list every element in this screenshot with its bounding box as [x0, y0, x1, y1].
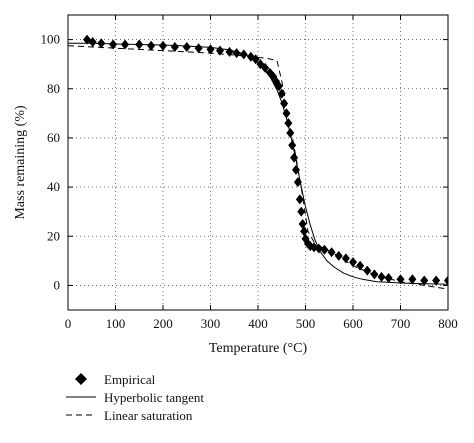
empirical-point [292, 164, 300, 175]
empirical-point [280, 98, 289, 109]
legend-empirical-marker [75, 373, 87, 385]
empirical-point [88, 37, 97, 48]
empirical-point [370, 269, 379, 280]
empirical-point [251, 54, 260, 65]
y-tick-label: 80 [47, 81, 60, 96]
x-tick-label: 100 [106, 316, 126, 331]
empirical-point [159, 40, 167, 51]
empirical-point [135, 39, 144, 50]
empirical-point [297, 206, 306, 217]
x-tick-label: 500 [296, 316, 316, 331]
empirical-point [363, 265, 372, 276]
grid [68, 15, 448, 310]
empirical-point [261, 62, 270, 73]
empirical-point [320, 244, 329, 255]
empirical-point [300, 226, 309, 237]
empirical-point [170, 41, 179, 52]
y-tick-label: 0 [54, 277, 61, 292]
empirical-point [282, 108, 291, 119]
empirical-point [290, 152, 299, 163]
series-line-2 [68, 45, 448, 290]
x-tick-label: 200 [153, 316, 173, 331]
ticks: 0 100 200 300 400 500 600 700 800 0 20 40 60 80 100 [41, 15, 458, 331]
empirical-point [444, 275, 448, 286]
empirical-point [327, 247, 336, 258]
empirical-point [147, 40, 156, 51]
legend-empirical-label: Empirical [104, 372, 156, 387]
series-layer [68, 34, 448, 290]
legend-item-linear-saturation: Linear saturation [66, 408, 193, 423]
empirical-point [286, 128, 295, 138]
empirical-point [420, 275, 429, 286]
x-tick-label: 400 [248, 316, 268, 331]
empirical-point [288, 140, 297, 151]
empirical-point [274, 81, 283, 92]
empirical-point [121, 39, 129, 50]
empirical-point [284, 118, 293, 129]
empirical-point [356, 260, 365, 271]
empirical-point [206, 44, 215, 55]
empirical-point [239, 49, 248, 60]
y-tick-label: 60 [47, 130, 60, 145]
y-tick-label: 40 [47, 179, 60, 194]
empirical-point [334, 250, 343, 261]
x-tick-label: 700 [391, 316, 411, 331]
y-tick-label: 100 [41, 32, 61, 47]
legend-hyperbolic-label: Hyperbolic tangent [104, 390, 204, 405]
empirical-point [109, 39, 118, 50]
x-tick-label: 300 [201, 316, 221, 331]
empirical-point [97, 38, 106, 49]
empirical-point [432, 275, 441, 286]
empirical-point [293, 177, 302, 188]
legend-item-hyperbolic-tangent: Hyperbolic tangent [66, 390, 204, 405]
x-tick-label: 0 [65, 316, 72, 331]
empirical-point [384, 273, 393, 284]
empirical-point [232, 48, 241, 59]
x-tick-label: 600 [343, 316, 363, 331]
y-tick-label: 20 [47, 228, 60, 243]
empirical-point [216, 45, 224, 56]
legend-item-empirical: Empirical [75, 372, 156, 387]
empirical-point [314, 243, 323, 254]
empirical-point [194, 43, 203, 54]
y-axis-label: Mass remaining (%) [13, 105, 28, 220]
empirical-point [341, 253, 350, 264]
empirical-point [295, 194, 304, 205]
legend-linear-label: Linear saturation [104, 408, 193, 423]
empirical-point [349, 257, 357, 268]
x-tick-label: 800 [438, 316, 458, 331]
empirical-point [396, 274, 405, 285]
legend: Empirical Hyperbolic tangent Linear satu… [66, 372, 204, 423]
empirical-point [377, 271, 386, 282]
empirical-point [182, 41, 191, 52]
empirical-point [225, 46, 234, 57]
empirical-point [298, 218, 307, 229]
empirical-point [277, 88, 286, 99]
x-axis-label: Temperature (°C) [209, 341, 308, 356]
empirical-point [408, 274, 417, 285]
